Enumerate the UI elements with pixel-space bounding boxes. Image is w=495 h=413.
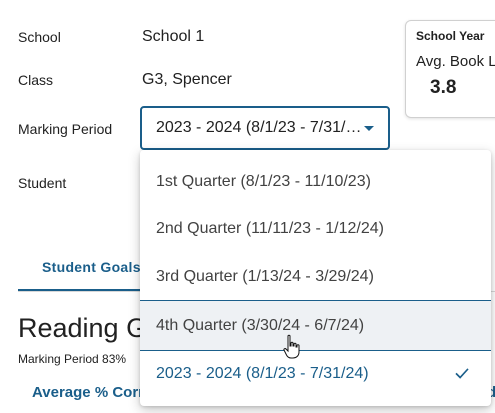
card-subtitle: Avg. Book L bbox=[416, 53, 495, 70]
option-2nd-quarter[interactable]: 2nd Quarter (11/11/23 - 1/12/24) bbox=[140, 205, 491, 253]
option-label: 3rd Quarter (1/13/24 - 3/29/24) bbox=[156, 268, 374, 285]
active-tab-indicator bbox=[18, 289, 148, 291]
school-label: School bbox=[18, 29, 61, 45]
card-title: School Year bbox=[416, 29, 485, 43]
option-full-year[interactable]: 2023 - 2024 (8/1/23 - 7/31/24) bbox=[140, 350, 491, 398]
check-icon bbox=[455, 368, 469, 379]
tab-student-goals[interactable]: Student Goals bbox=[42, 259, 141, 275]
school-year-card: School Year Avg. Book L 3.8 bbox=[405, 20, 495, 118]
average-right-partial[interactable]: d bbox=[487, 384, 495, 401]
marking-period-progress: Marking Period 83% bbox=[18, 352, 127, 366]
option-label: 1st Quarter (8/1/23 - 11/10/23) bbox=[156, 173, 371, 190]
marking-period-label: Marking Period bbox=[18, 121, 113, 137]
class-label: Class bbox=[18, 72, 54, 88]
class-value: G3, Spencer bbox=[142, 71, 232, 88]
hand-pointer-icon bbox=[283, 334, 300, 359]
school-value: School 1 bbox=[142, 28, 205, 45]
option-3rd-quarter[interactable]: 3rd Quarter (1/13/24 - 3/29/24) bbox=[140, 253, 491, 301]
marking-period-selected-value: 2023 - 2024 (8/1/23 - 7/31/24) bbox=[156, 119, 362, 136]
average-correct-label[interactable]: Average % Correct bbox=[32, 384, 166, 401]
option-1st-quarter[interactable]: 1st Quarter (8/1/23 - 11/10/23) bbox=[140, 158, 491, 206]
marking-period-dropdown-menu: 1st Quarter (8/1/23 - 11/10/23) 2nd Quar… bbox=[140, 150, 491, 406]
marking-period-select[interactable]: 2023 - 2024 (8/1/23 - 7/31/24) bbox=[140, 106, 390, 150]
chevron-down-icon bbox=[364, 126, 374, 131]
option-4th-quarter[interactable]: 4th Quarter (3/30/24 - 6/7/24) bbox=[140, 300, 491, 351]
card-value: 3.8 bbox=[430, 77, 457, 98]
student-label: Student bbox=[18, 175, 67, 191]
option-label: 2nd Quarter (11/11/23 - 1/12/24) bbox=[156, 220, 384, 237]
option-label: 2023 - 2024 (8/1/23 - 7/31/24) bbox=[156, 365, 369, 382]
option-label: 4th Quarter (3/30/24 - 6/7/24) bbox=[156, 316, 365, 334]
